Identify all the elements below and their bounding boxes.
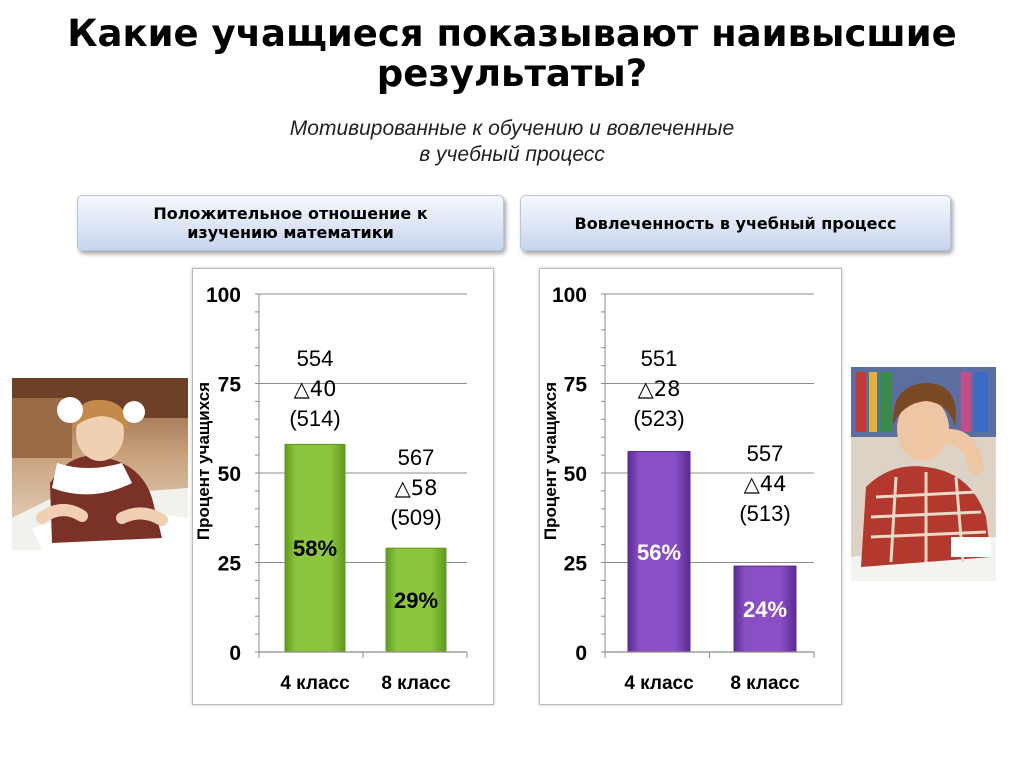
y-tick-label: 100	[552, 284, 587, 307]
y-tick-label: 0	[229, 642, 241, 665]
bar-value-label: 58%	[293, 536, 337, 561]
panel-header-attitude-line-1: Положительное отношение к	[153, 204, 428, 223]
page-subtitle-line-1: Мотивированные к обучению и вовлеченные	[289, 117, 735, 140]
x-tick-label: 8 класс	[381, 673, 451, 694]
annotation-score: 551	[641, 346, 678, 371]
y-tick-label: 25	[564, 553, 588, 576]
y-tick-label: 75	[218, 374, 242, 397]
annotation-reference: (514)	[289, 406, 340, 431]
bar-value-label: 56%	[637, 540, 681, 565]
chart-engagement-svg: 0 25 50 75 100 Процент учащихся 56% 4 класс 551 △…	[541, 284, 815, 694]
annotation-delta: △44	[744, 472, 787, 496]
student-girl-writing-photo	[12, 378, 188, 550]
x-tick-label: 4 класс	[280, 673, 350, 694]
panel-header-engagement-line-1: Вовлеченность в учебный процесс	[574, 213, 897, 233]
panel-header-engagement: Вовлеченность в учебный процесс	[520, 195, 951, 251]
page-title: Какие учащиеся показывают наивысшие резу…	[0, 14, 1024, 94]
y-tick-label: 50	[564, 463, 587, 486]
annotation-delta: △28	[638, 377, 681, 401]
y-axis-label: Процент учащихся	[541, 382, 560, 540]
page-title-line-2: результаты?	[376, 52, 648, 95]
x-tick-label: 8 класс	[730, 673, 800, 694]
annotation-reference: (509)	[390, 505, 441, 530]
annotation-delta: △40	[294, 377, 337, 401]
student-boy-thinking-photo	[851, 367, 996, 581]
chart-attitude-svg: 0 25 50 75 100 Процент учащихся 58% 4 класс 554 △…	[194, 284, 468, 694]
bar-2	[733, 565, 797, 653]
bar-1	[627, 451, 691, 653]
page-title-line-1: Какие учащиеся показывают наивысшие	[67, 12, 957, 55]
bar-value-label: 29%	[394, 588, 438, 613]
panel-header-attitude: Положительное отношение к изучению матем…	[77, 195, 504, 251]
bar-value-label: 24%	[743, 597, 787, 622]
annotation-score: 557	[747, 441, 784, 466]
annotation-delta: △58	[395, 476, 438, 500]
y-tick-label: 100	[206, 284, 241, 307]
y-tick-label: 75	[564, 374, 588, 397]
x-tick-label: 4 класс	[624, 673, 694, 694]
y-tick-label: 50	[218, 463, 241, 486]
annotation-reference: (523)	[633, 406, 684, 431]
bar-2	[385, 547, 447, 653]
bar-1	[284, 443, 346, 653]
page-subtitle-line-2: в учебный процесс	[419, 143, 605, 166]
panel-header-attitude-line-2: изучению математики	[187, 223, 394, 242]
y-tick-label: 0	[575, 642, 587, 665]
chart-attitude: 0 25 50 75 100 Процент учащихся 58% 4 класс 554 △…	[192, 268, 494, 705]
page-subtitle: Мотивированные к обучению и вовлеченные …	[0, 116, 1024, 168]
y-tick-label: 25	[218, 553, 242, 576]
annotation-score: 567	[398, 445, 435, 470]
annotation-score: 554	[297, 346, 334, 371]
y-axis-label: Процент учащихся	[194, 382, 213, 540]
annotation-reference: (513)	[739, 501, 790, 526]
chart-engagement: 0 25 50 75 100 Процент учащихся 56% 4 класс 551 △…	[539, 268, 842, 705]
